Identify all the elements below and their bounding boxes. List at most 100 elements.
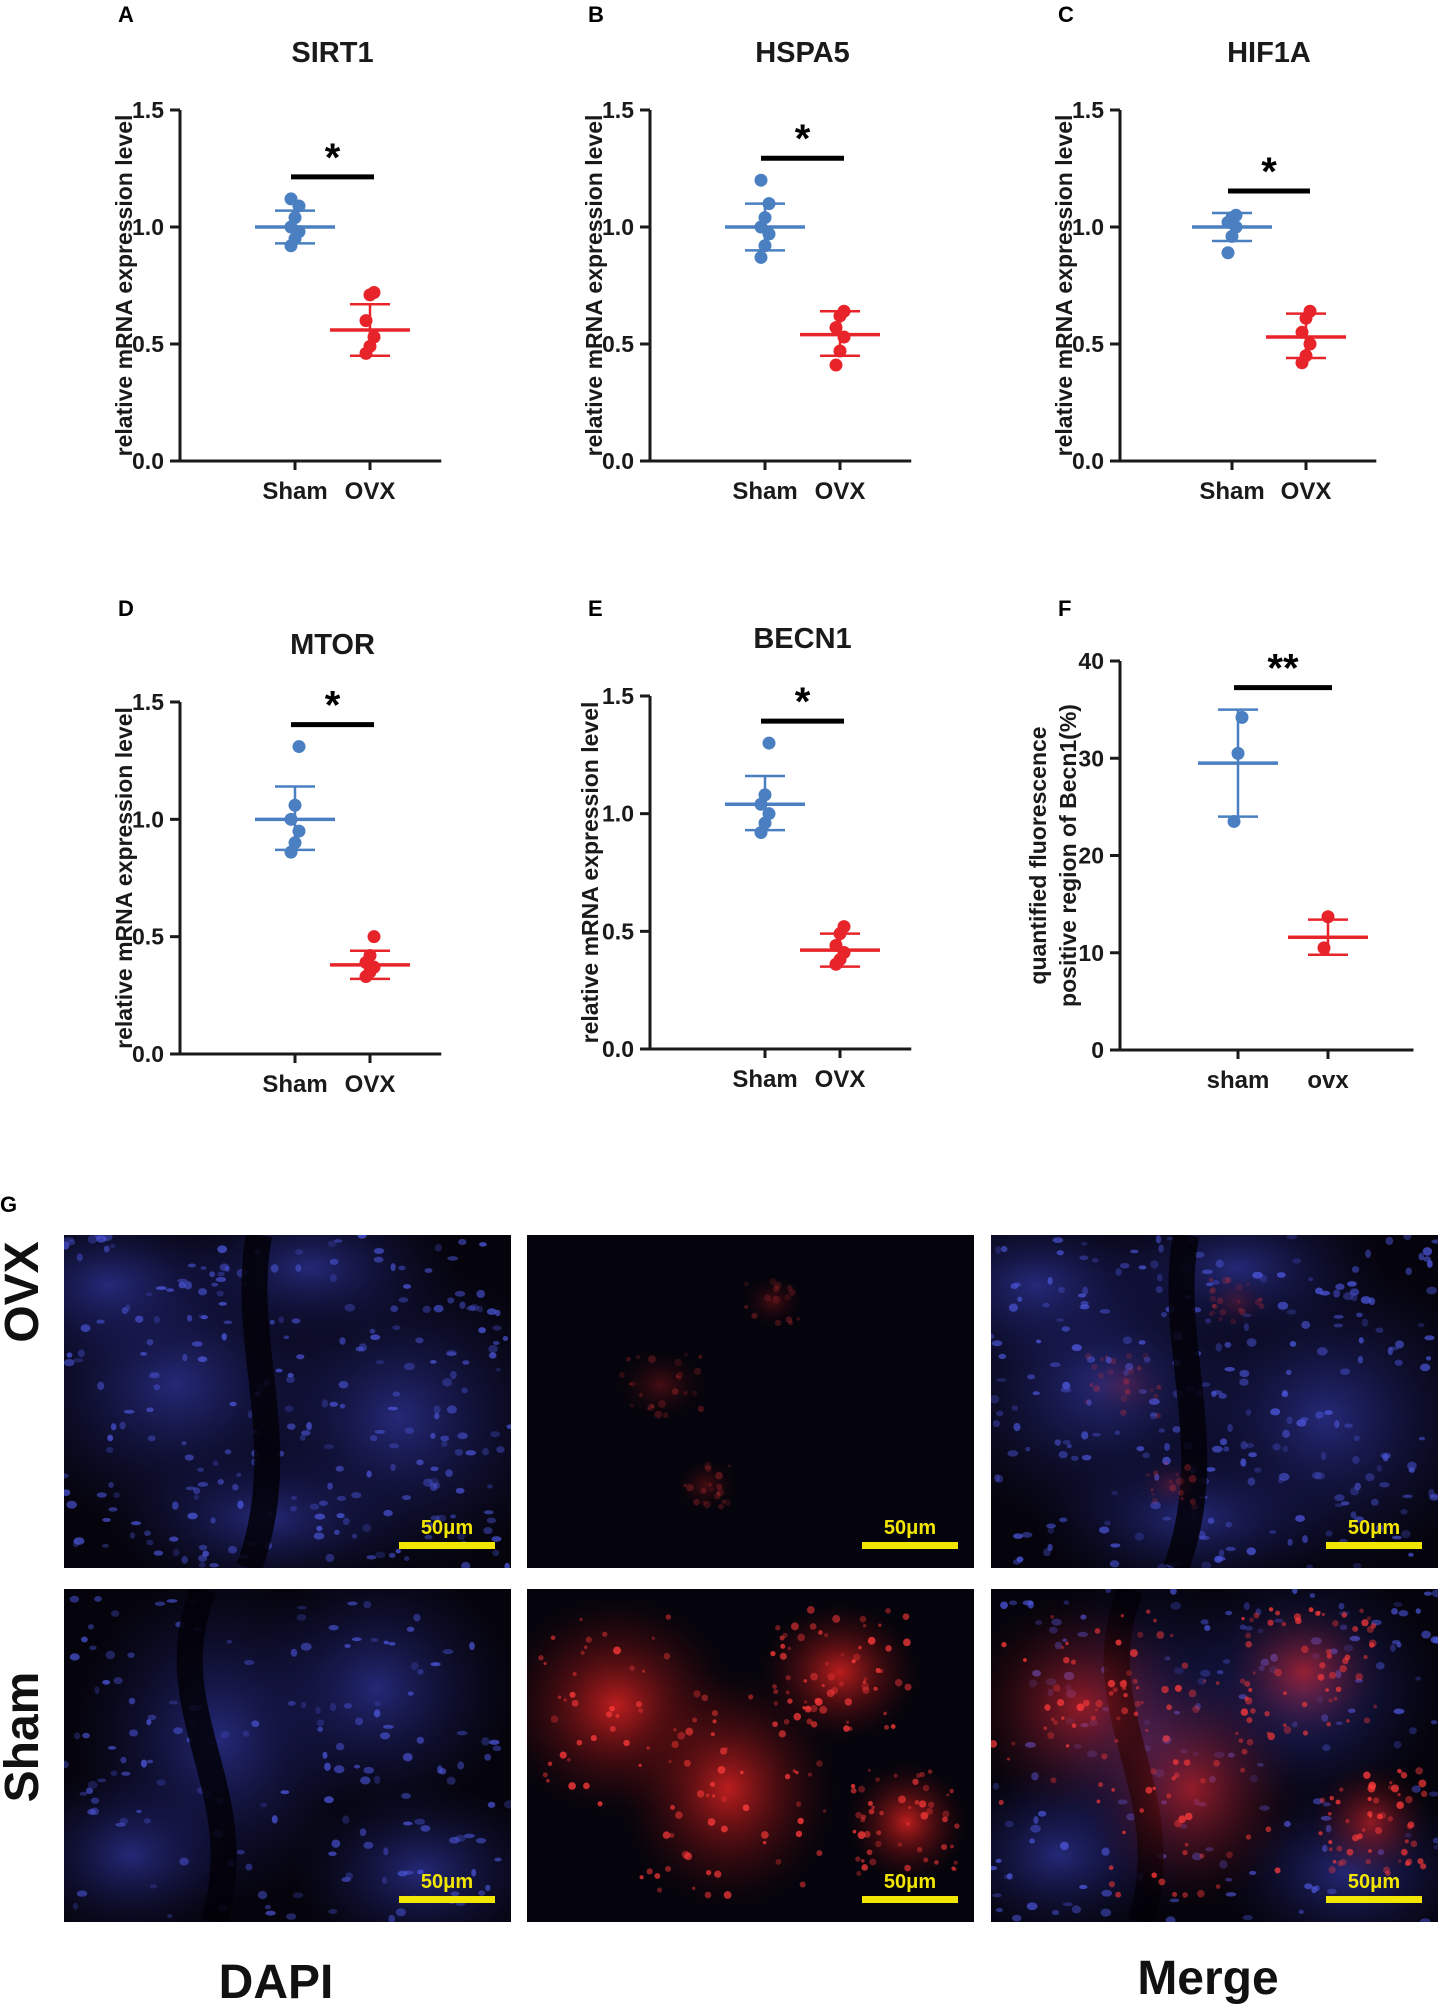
stain-speck bbox=[1246, 1717, 1253, 1724]
stain-speck bbox=[941, 1843, 948, 1851]
stain-speck bbox=[1149, 1387, 1154, 1393]
nucleus bbox=[457, 1533, 466, 1541]
stain-speck bbox=[783, 1719, 790, 1725]
nucleus bbox=[145, 1292, 153, 1297]
stain-speck bbox=[636, 1355, 641, 1360]
nucleus bbox=[1407, 1461, 1417, 1470]
nucleus bbox=[301, 1430, 311, 1436]
scale-bar-label: 50μm bbox=[421, 1517, 473, 1539]
nucleus bbox=[251, 1720, 260, 1728]
stain-speck bbox=[1239, 1678, 1246, 1684]
nucleus bbox=[1004, 1820, 1014, 1828]
stain-speck bbox=[1184, 1842, 1189, 1847]
stain-speck bbox=[1400, 1771, 1408, 1779]
stain-speck bbox=[1397, 1792, 1401, 1797]
nucleus bbox=[502, 1336, 509, 1342]
stain-speck bbox=[1368, 1814, 1373, 1818]
stain-speck bbox=[952, 1867, 957, 1872]
nucleus bbox=[315, 1706, 321, 1714]
nucleus bbox=[232, 1483, 239, 1491]
nucleus bbox=[417, 1869, 424, 1875]
nucleus bbox=[488, 1739, 500, 1745]
stain-speck bbox=[779, 1652, 787, 1660]
stain-speck bbox=[1275, 1610, 1281, 1616]
stain-speck bbox=[686, 1483, 694, 1492]
nucleus bbox=[1058, 1286, 1066, 1294]
nucleus bbox=[1155, 1235, 1162, 1244]
stain-speck bbox=[723, 1499, 731, 1507]
stain-speck bbox=[795, 1830, 803, 1838]
stain-speck bbox=[1268, 1607, 1274, 1612]
stain-speck bbox=[816, 1850, 823, 1857]
nucleus bbox=[290, 1495, 298, 1500]
nucleus bbox=[198, 1314, 205, 1319]
chart-title: SIRT1 bbox=[291, 37, 373, 69]
nucleus bbox=[381, 1876, 388, 1885]
x-tick-label: OVX bbox=[345, 1071, 396, 1098]
nucleus bbox=[1111, 1490, 1119, 1496]
nucleus bbox=[1245, 1409, 1252, 1416]
nucleus bbox=[140, 1759, 148, 1768]
stain-speck bbox=[795, 1801, 802, 1807]
nucleus bbox=[1199, 1535, 1210, 1540]
nucleus bbox=[1119, 1262, 1130, 1269]
stain-speck bbox=[1168, 1479, 1173, 1484]
nucleus bbox=[217, 1245, 228, 1254]
nucleus bbox=[402, 1821, 413, 1826]
stain-speck bbox=[1345, 1818, 1350, 1824]
stain-region bbox=[742, 1276, 803, 1327]
nucleus bbox=[1052, 1237, 1064, 1244]
nucleus bbox=[1215, 1259, 1224, 1268]
nucleus bbox=[1408, 1552, 1414, 1557]
nucleus bbox=[146, 1539, 154, 1546]
nucleus bbox=[992, 1893, 1002, 1898]
stain-speck bbox=[641, 1669, 646, 1673]
nucleus bbox=[1385, 1236, 1394, 1246]
nucleus bbox=[1409, 1727, 1417, 1735]
series-sham bbox=[725, 173, 805, 264]
stain-speck bbox=[857, 1831, 866, 1839]
stain-speck bbox=[1208, 1277, 1214, 1282]
stain-speck bbox=[853, 1653, 861, 1661]
nucleus bbox=[417, 1668, 424, 1675]
nucleus bbox=[290, 1648, 298, 1657]
stain-speck bbox=[859, 1615, 867, 1623]
stain-speck bbox=[772, 1721, 778, 1728]
stain-speck bbox=[692, 1390, 697, 1396]
stain-speck bbox=[696, 1790, 705, 1798]
stain-speck bbox=[639, 1875, 644, 1880]
nucleus bbox=[392, 1325, 401, 1331]
stain-speck bbox=[1208, 1287, 1216, 1295]
stain-speck bbox=[1410, 1840, 1418, 1848]
nucleus bbox=[87, 1808, 96, 1815]
nucleus bbox=[366, 1555, 377, 1560]
nucleus bbox=[1216, 1556, 1226, 1561]
stain-speck bbox=[773, 1295, 777, 1300]
stain-speck bbox=[775, 1858, 782, 1865]
stain-speck bbox=[662, 1831, 671, 1839]
stain-speck bbox=[654, 1872, 661, 1879]
stain-speck bbox=[1254, 1298, 1262, 1306]
stain-speck bbox=[1175, 1477, 1184, 1486]
nucleus bbox=[994, 1474, 1000, 1483]
stain-speck bbox=[1092, 1384, 1101, 1393]
nucleus bbox=[242, 1730, 250, 1737]
stain-speck bbox=[1241, 1748, 1248, 1755]
nucleus bbox=[1051, 1909, 1060, 1916]
nucleus bbox=[105, 1650, 116, 1660]
stain-speck bbox=[683, 1483, 687, 1488]
stain-speck bbox=[609, 1725, 616, 1733]
nucleus bbox=[450, 1370, 457, 1380]
stain-speck bbox=[1115, 1639, 1122, 1646]
nucleus bbox=[265, 1910, 276, 1916]
nucleus bbox=[1009, 1600, 1018, 1606]
stain-speck bbox=[711, 1710, 718, 1717]
nucleus bbox=[1218, 1393, 1227, 1399]
stain-speck bbox=[1145, 1786, 1153, 1794]
nucleus bbox=[1393, 1602, 1403, 1607]
stain-speck bbox=[651, 1636, 655, 1640]
nucleus bbox=[1071, 1344, 1082, 1352]
nucleus bbox=[390, 1263, 396, 1272]
nucleus bbox=[286, 1375, 295, 1384]
nucleus bbox=[1269, 1530, 1277, 1534]
